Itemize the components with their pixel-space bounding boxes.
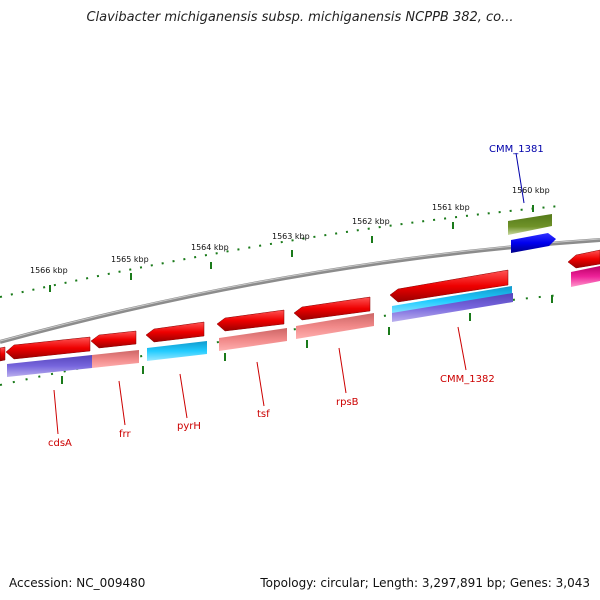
gene-label-tsf[interactable]: tsf [257,409,270,420]
gene-arrow[interactable] [216,309,285,332]
scale-tick-label: 1560 kbp [512,186,550,195]
gene-labels: CMM_1381 CMM_1382 rpsB tsf pyrH frr cdsA [48,144,544,449]
gene-arrow[interactable] [293,296,371,321]
scale-tick-label: 1565 kbp [111,255,149,264]
scale-major-ticks [49,205,534,292]
gene-arrow[interactable] [567,249,600,269]
scale-tick-label: 1562 kbp [352,217,390,226]
gene-label-frr[interactable]: frr [119,429,131,440]
gene-arrow[interactable] [90,330,137,349]
gene-arrow[interactable] [5,336,91,360]
gene-label-cmm1381[interactable]: CMM_1381 [489,144,544,155]
forward-strand-genes [0,249,600,362]
gene-arrow[interactable] [0,346,6,362]
cds-bar-purple[interactable] [7,355,92,377]
gene-arrow[interactable] [508,214,552,235]
gene-arrow[interactable] [511,233,556,253]
gene-label-cdsa[interactable]: cdsA [48,438,72,449]
accession-label: Accession: NC_009480 [9,576,146,590]
gene-label-cmm1382[interactable]: CMM_1382 [440,374,495,385]
cds-bar-pink[interactable] [219,328,287,351]
inner-major-ticks [61,295,553,384]
scale-tick-labels: 1566 kbp 1565 kbp 1564 kbp 1563 kbp 1562… [30,186,550,275]
cds-feature-bars [7,266,600,377]
cds-bar-pink[interactable] [296,313,374,339]
cds-bar-cyan[interactable] [147,341,207,361]
gene-label-pyrh[interactable]: pyrH [177,421,201,432]
scale-tick-label: 1566 kbp [30,266,68,275]
scale-tick-label: 1564 kbp [191,243,229,252]
gene-label-rpsb[interactable]: rpsB [336,397,359,408]
gene-arrow[interactable] [145,321,205,343]
gene-arrow[interactable] [389,269,509,303]
cds-bar-pink[interactable] [92,350,139,368]
reverse-strand-genes [508,214,556,253]
label-leader-lines [53,152,525,435]
map-title: Clavibacter michiganensis subsp. michiga… [86,10,514,25]
scale-tick-label: 1563 kbp [272,232,310,241]
topology-label: Topology: circular; Length: 3,297,891 bp… [260,576,590,590]
cds-bar-magenta[interactable] [571,266,600,287]
cds-bar-purple[interactable] [392,293,513,322]
scale-tick-label: 1561 kbp [432,203,470,212]
